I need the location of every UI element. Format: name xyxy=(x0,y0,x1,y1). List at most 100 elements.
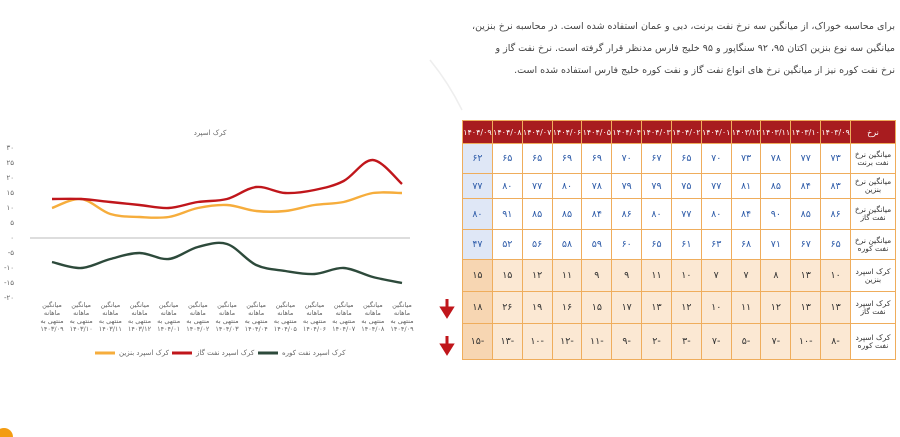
series-line xyxy=(51,241,403,285)
cell: ۱۲ xyxy=(760,291,792,324)
cell: ۸۰ xyxy=(462,198,493,230)
cell: ۶۸ xyxy=(730,229,762,260)
cell: ۱۳ xyxy=(790,259,822,292)
down-arrow xyxy=(439,336,455,356)
legend-label: کرک اسپرد بنزین xyxy=(119,349,170,357)
cell: ۵۶ xyxy=(521,229,553,260)
x-tick-label: میانگین ماهانه منتهی به ۱۴۰۴/۰۷ xyxy=(332,301,356,333)
legend-label: کرک اسپرد نفت کوره xyxy=(282,349,346,357)
cell: ۴۷ xyxy=(462,229,493,260)
cell: ۷ xyxy=(730,259,762,292)
header-date: ۱۴۰۴/۰۷ xyxy=(521,120,553,144)
table-row: میانگین نرخ نفت کوره ۶۵ ۶۷ ۷۱ ۶۸ ۶۳ ۶۱ ۶۵ ۶۰ ۵۹ ۵۸… xyxy=(462,229,896,260)
x-tick-label: میانگین ماهانه منتهی به ۱۴۰۴/۰۴ xyxy=(244,301,268,333)
cell: ۶۱ xyxy=(670,229,702,260)
paragraph-line: نرخ نفت کوره نیز از میانگین نرخ های انوا… xyxy=(514,65,895,76)
cell: ۵۸ xyxy=(551,229,583,260)
row-label: کرک اسپرد بنزین xyxy=(850,259,896,292)
x-tick-label: میانگین ماهانه منتهی به ۱۴۰۳/۱۰ xyxy=(69,301,93,333)
header-date: ۱۴۰۳/۱۰ xyxy=(790,120,822,144)
x-tick-label: میانگین ماهانه منتهی به ۱۴۰۴/۰۲ xyxy=(186,301,210,333)
cell: -۱۰ xyxy=(521,323,553,360)
cell: ۹۱ xyxy=(491,198,523,230)
cell: ۷۰ xyxy=(611,143,643,174)
x-tick-label: میانگین ماهانه منتهی به ۱۴۰۴/۰۹ xyxy=(390,301,414,333)
cell: ۶۵ xyxy=(491,143,523,174)
x-tick-label: میانگین ماهانه منتهی به ۱۴۰۴/۰۱ xyxy=(157,301,181,333)
table-row: میانگین نرخ نفت گاز ۸۶ ۸۵ ۹۰ ۸۴ ۸۰ ۷۷ ۸۰ ۸۶ ۸۴ ۸۵ ۸… xyxy=(462,198,896,230)
cell: ۷۱ xyxy=(760,229,792,260)
header-date: ۱۴۰۴/۰۸ xyxy=(491,120,523,144)
row-label: میانگین نرخ نفت برنت xyxy=(850,143,896,174)
cell: -۷ xyxy=(760,323,792,360)
cell: ۱۹ xyxy=(521,291,553,324)
cell: ۱۷ xyxy=(611,291,643,324)
cell: ۵۹ xyxy=(581,229,613,260)
description: برای محاسبه خوراک، از میانگین سه نرخ نفت… xyxy=(440,16,895,82)
cell: ۶۰ xyxy=(611,229,643,260)
cell: ۱۶ xyxy=(551,291,583,324)
row-label: کرک اسپرد نفت گاز xyxy=(850,291,896,324)
cell: -۸ xyxy=(820,323,851,360)
cell: ۱۰ xyxy=(820,259,851,292)
y-tick-label: ۲۰ xyxy=(6,174,14,182)
cell: -۱۵ xyxy=(462,323,493,360)
cell: ۱۳ xyxy=(790,291,822,324)
header-date: ۱۴۰۴/۰۶ xyxy=(551,120,583,144)
y-tick-label: -۵ xyxy=(8,249,15,257)
paragraph-line: برای محاسبه خوراک، از میانگین سه نرخ نفت… xyxy=(472,21,895,32)
cell: ۷۷ xyxy=(521,173,553,199)
cell: -۱۰ xyxy=(790,323,822,360)
cell: ۷۳ xyxy=(730,143,762,174)
row-label: کرک اسپرد نفت کوره xyxy=(850,323,896,360)
cell: ۹ xyxy=(611,259,643,292)
cell: ۱۱ xyxy=(730,291,762,324)
y-tick-label: ۱۵ xyxy=(6,189,14,197)
cell: ۶۵ xyxy=(641,229,672,260)
cell: ۸۵ xyxy=(760,173,792,199)
cell: -۲ xyxy=(641,323,672,360)
cell: ۸ xyxy=(760,259,792,292)
down-arrow xyxy=(439,299,455,319)
table-row: کرک اسپرد نفت کوره -۸ -۱۰ -۷ -۵ -۷ -۳ -۲ -۹ -۱۱ -۱… xyxy=(462,323,896,360)
header-date: ۱۴۰۴/۰۱ xyxy=(700,120,732,144)
cell: ۷ xyxy=(700,259,732,292)
y-tick-label: -۲۰ xyxy=(4,294,14,302)
header-label: نرخ xyxy=(850,120,896,144)
cell: ۹ xyxy=(581,259,613,292)
row-label: میانگین نرخ نفت گاز xyxy=(850,198,896,230)
row-label: میانگین نرخ بنزین xyxy=(850,173,896,199)
y-tick-label: -۱۵ xyxy=(4,279,14,287)
cell: -۹ xyxy=(611,323,643,360)
table-row: میانگین نرخ نفت برنت ۷۳ ۷۷ ۷۸ ۷۳ ۷۰ ۶۵ ۶۷ ۷۰ ۶۹ ۶۹… xyxy=(462,143,896,174)
x-tick-label: میانگین ماهانه منتهی به ۱۴۰۴/۰۶ xyxy=(302,301,327,333)
header-date: ۱۴۰۳/۱۱ xyxy=(760,120,792,144)
header-date: ۱۴۰۴/۰۳ xyxy=(641,120,672,144)
x-tick-label: میانگین ماهانه منتهی به ۱۴۰۳/۱۲ xyxy=(127,301,152,333)
cell: ۸۰ xyxy=(491,173,523,199)
x-tick-label: میانگین ماهانه منتهی به ۱۴۰۳/۰۹ xyxy=(40,301,64,333)
cell: -۱۱ xyxy=(581,323,613,360)
chart-title: کرک اسپرد xyxy=(194,129,227,137)
cell: ۶۵ xyxy=(521,143,553,174)
cell: -۱۳ xyxy=(491,323,523,360)
cell: ۱۵ xyxy=(491,259,523,292)
header-date: ۱۴۰۳/۱۲ xyxy=(730,120,762,144)
cell: ۸۶ xyxy=(611,198,643,230)
cell: ۸۵ xyxy=(521,198,553,230)
x-tick-label: میانگین ماهانه منتهی به ۱۴۰۴/۰۳ xyxy=(215,301,239,333)
decor-arc xyxy=(429,59,463,111)
cell: ۷۹ xyxy=(641,173,672,199)
cell: ۱۲ xyxy=(521,259,553,292)
cell: ۷۹ xyxy=(611,173,643,199)
cell: ۶۷ xyxy=(790,229,822,260)
cell: -۵ xyxy=(730,323,762,360)
paragraph-line: میانگین سه نوع بنزین اکتان ۹۵، ۹۲ سنگاپو… xyxy=(495,43,895,54)
cell: ۷۳ xyxy=(820,143,851,174)
cell: ۱۳ xyxy=(820,291,851,324)
y-tick-label: -۱۰ xyxy=(4,264,14,272)
cell: ۷۷ xyxy=(462,173,493,199)
legend-label: کرک اسپرد نفت گاز xyxy=(195,348,255,357)
